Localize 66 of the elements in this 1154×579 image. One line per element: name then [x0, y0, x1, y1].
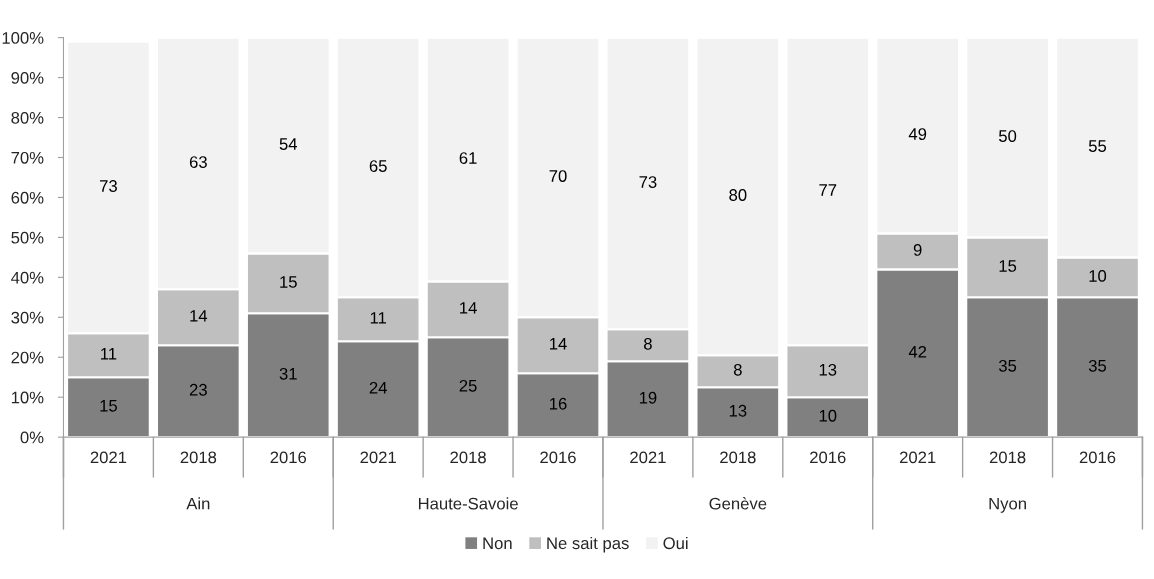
data-label: 73	[639, 176, 657, 188]
y-tick-label: 70%	[11, 151, 44, 164]
data-label: 42	[908, 345, 927, 358]
data-label: 80	[729, 189, 747, 201]
x-tick-label: 2021	[630, 451, 666, 464]
data-label: 14	[460, 302, 477, 314]
data-label: 73	[100, 180, 117, 192]
legend-label: Oui	[663, 536, 688, 550]
data-label: 16	[550, 397, 567, 410]
data-label: 55	[1088, 140, 1107, 152]
y-tick-label: 40%	[11, 271, 44, 284]
data-label: 31	[279, 367, 297, 380]
x-tick-label: 2016	[1079, 451, 1116, 464]
y-tick-label: 60%	[11, 191, 44, 204]
data-label: 11	[101, 348, 117, 360]
data-label: 9	[913, 244, 922, 256]
x-tick-label: 2016	[810, 451, 846, 464]
data-label: 65	[369, 160, 387, 172]
y-tick-label: 20%	[11, 351, 44, 364]
legend-label: Ne sait pas	[547, 536, 629, 553]
x-tick-label: 2021	[360, 451, 396, 464]
data-label: 14	[550, 338, 567, 350]
text: Nyon	[989, 497, 1026, 513]
text: Haute-Savoie	[418, 497, 518, 510]
data-label: 63	[189, 156, 207, 168]
y-tick-label: 100%	[2, 32, 44, 44]
data-label: 13	[819, 363, 837, 376]
data-label: 13	[729, 404, 747, 417]
x-tick-label: 2021	[899, 451, 936, 464]
text: Genève	[709, 497, 767, 510]
data-label: 70	[549, 170, 567, 182]
data-label: 15	[280, 276, 297, 288]
data-label: 10	[819, 409, 837, 422]
y-tick-label: 50%	[11, 231, 44, 244]
data-label: 8	[733, 363, 742, 376]
data-label: 61	[459, 152, 477, 164]
y-tick-label: 10%	[11, 391, 44, 404]
data-label: 14	[190, 310, 208, 322]
data-label: 8	[644, 337, 652, 350]
data-label: 50	[998, 130, 1017, 142]
data-label: 35	[1088, 359, 1107, 372]
data-label: 11	[370, 312, 387, 324]
text: Ain	[186, 497, 210, 510]
x-tick-label: 2021	[90, 451, 127, 464]
data-label: 54	[279, 138, 298, 150]
x-tick-label: 2018	[989, 451, 1026, 464]
data-label: 15	[999, 260, 1017, 272]
x-tick-label: 2016	[270, 451, 307, 464]
x-tick-label: 2018	[180, 451, 217, 464]
y-tick-label: 0%	[20, 431, 44, 444]
data-label: 24	[369, 381, 387, 394]
y-tick-label: 80%	[11, 111, 44, 124]
y-tick-label: 30%	[11, 311, 44, 324]
data-label: 23	[189, 383, 207, 396]
data-label: 15	[100, 400, 117, 412]
x-tick-label: 2018	[450, 451, 486, 464]
x-tick-label: 2016	[540, 451, 576, 464]
x-tick-label: 2018	[720, 451, 756, 464]
data-label: 25	[459, 379, 477, 392]
data-label: 19	[639, 391, 657, 404]
data-label: 35	[998, 359, 1017, 372]
legend-label: Non	[483, 537, 512, 550]
data-label: 49	[908, 128, 927, 140]
data-label: 10	[1089, 270, 1107, 282]
y-tick-label: 90%	[11, 71, 44, 84]
data-label: 77	[819, 184, 837, 196]
